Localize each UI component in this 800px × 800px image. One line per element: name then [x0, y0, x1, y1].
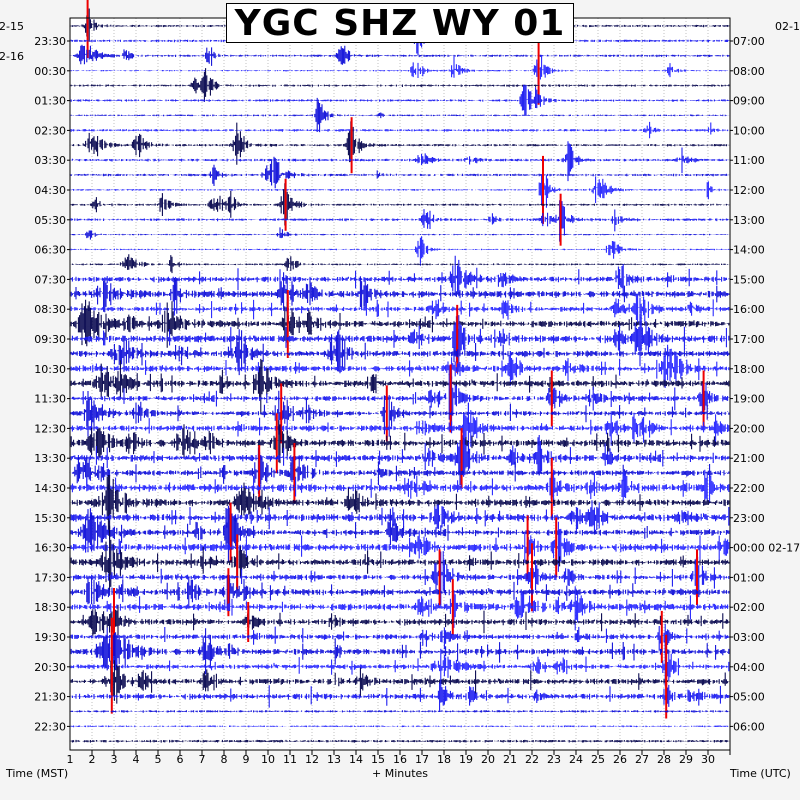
- left-time-label: 15:30: [34, 512, 66, 525]
- right-time-label: 21:00: [733, 452, 765, 465]
- seismic-traces: [69, 0, 730, 743]
- x-tick-label-2: 2: [89, 753, 96, 766]
- left-time-label: 21:30: [34, 691, 66, 704]
- left-time-label: 02:30: [34, 124, 66, 137]
- x-tick-label-18: 18: [437, 753, 451, 766]
- x-tick-label-3: 3: [111, 753, 118, 766]
- left-time-label: 10:30: [34, 363, 66, 376]
- right-time-label: 00:00 02-17: [733, 542, 800, 555]
- x-tick-label-27: 27: [635, 753, 649, 766]
- left-time-label: 06:30: [34, 244, 66, 257]
- left-time-label: 11:30: [34, 393, 66, 406]
- x-tick-label-12: 12: [305, 753, 319, 766]
- left-time-label: 13:30: [34, 452, 66, 465]
- right-time-label: 08:00: [733, 65, 765, 78]
- right-time-label: 16:00: [733, 303, 765, 316]
- chart-title: YGC SHZ WY 01: [226, 3, 574, 44]
- right-time-label: 13:00: [733, 214, 765, 227]
- right-time-labels: 02-1 07:00 08:00 09:00 10:00 11:00 12:00 13:00 1…: [730, 20, 800, 733]
- x-tick-label-23: 23: [547, 753, 561, 766]
- x-tick-label-5: 5: [155, 753, 162, 766]
- x-tick-label-8: 8: [221, 753, 228, 766]
- right-time-label: 18:00: [733, 363, 765, 376]
- x-tick-label-30: 30: [701, 753, 715, 766]
- x-tick-label-16: 16: [393, 753, 407, 766]
- left-time-label: 04:30: [34, 184, 66, 197]
- left-time-label: 17:30: [34, 571, 66, 584]
- right-time-label: 20:00: [733, 422, 765, 435]
- x-tick-label-26: 26: [613, 753, 627, 766]
- x-tick-label-15: 15: [371, 753, 385, 766]
- x-tick-label-21: 21: [503, 753, 517, 766]
- left-time-label: 19:30: [34, 631, 66, 644]
- left-date-label-0: 2-15: [0, 20, 24, 33]
- right-time-label: 10:00: [733, 124, 765, 137]
- x-tick-label-14: 14: [349, 753, 363, 766]
- x-tick-label-4: 4: [133, 753, 140, 766]
- right-time-label: 19:00: [733, 393, 765, 406]
- x-tick-label-1: 1: [67, 753, 74, 766]
- left-time-label: 00:30: [34, 65, 66, 78]
- left-time-labels: 2-15 2-16 23:30 00:30 01:30 02:30 03:30 04:30 05…: [0, 20, 70, 733]
- left-axis-label: Time (MST): [6, 767, 69, 780]
- x-tick-label-7: 7: [199, 753, 206, 766]
- x-tick-label-17: 17: [415, 753, 429, 766]
- x-tick-label-25: 25: [591, 753, 605, 766]
- left-time-label: 20:30: [34, 661, 66, 674]
- right-date-label: 02-1: [775, 20, 800, 33]
- right-time-label: 05:00: [733, 691, 765, 704]
- left-time-label: 03:30: [34, 154, 66, 167]
- right-time-label: 12:00: [733, 184, 765, 197]
- x-tick-label-22: 22: [525, 753, 539, 766]
- left-time-label: 18:30: [34, 601, 66, 614]
- right-time-label: 01:00: [733, 571, 765, 584]
- right-time-label: 11:00: [733, 154, 765, 167]
- right-time-label: 09:00: [733, 95, 765, 108]
- right-time-label: 17:00: [733, 333, 765, 346]
- x-tick-label-29: 29: [679, 753, 693, 766]
- left-time-label: 08:30: [34, 303, 66, 316]
- left-time-label: 16:30: [34, 542, 66, 555]
- right-axis-label: Time (UTC): [730, 767, 791, 780]
- left-time-label: 22:30: [34, 720, 66, 733]
- x-tick-label-11: 11: [283, 753, 297, 766]
- x-tick-label-9: 9: [243, 753, 250, 766]
- x-tick-label-6: 6: [177, 753, 184, 766]
- right-time-label: 03:00: [733, 631, 765, 644]
- right-time-label: 02:00: [733, 601, 765, 614]
- x-tick-label-19: 19: [459, 753, 473, 766]
- x-axis-ticks: 1 2 3 4 5 6 7 8 9 10 11 12 13 14 15 16 17 18 19 20 21 22 23 24 2…: [67, 750, 731, 766]
- right-time-label: 22:00: [733, 482, 765, 495]
- x-axis-label: + Minutes: [372, 767, 429, 780]
- left-time-label: 01:30: [34, 95, 66, 108]
- right-time-label: 14:00: [733, 244, 765, 257]
- left-time-label: 05:30: [34, 214, 66, 227]
- x-tick-label-28: 28: [657, 753, 671, 766]
- left-date-label-1: 2-16: [0, 50, 24, 63]
- right-time-label: 07:00: [733, 35, 765, 48]
- left-time-label: 12:30: [34, 422, 66, 435]
- x-tick-label-20: 20: [481, 753, 495, 766]
- left-time-label: 07:30: [34, 273, 66, 286]
- left-time-label: 23:30: [34, 35, 66, 48]
- right-time-label: 15:00: [733, 273, 765, 286]
- right-time-label: 23:00: [733, 512, 765, 525]
- x-tick-label-13: 13: [327, 753, 341, 766]
- right-time-label: 06:00: [733, 720, 765, 733]
- x-tick-label-24: 24: [569, 753, 583, 766]
- left-time-label: 14:30: [34, 482, 66, 495]
- right-time-label: 04:00: [733, 661, 765, 674]
- left-time-label: 09:30: [34, 333, 66, 346]
- x-tick-label-10: 10: [261, 753, 275, 766]
